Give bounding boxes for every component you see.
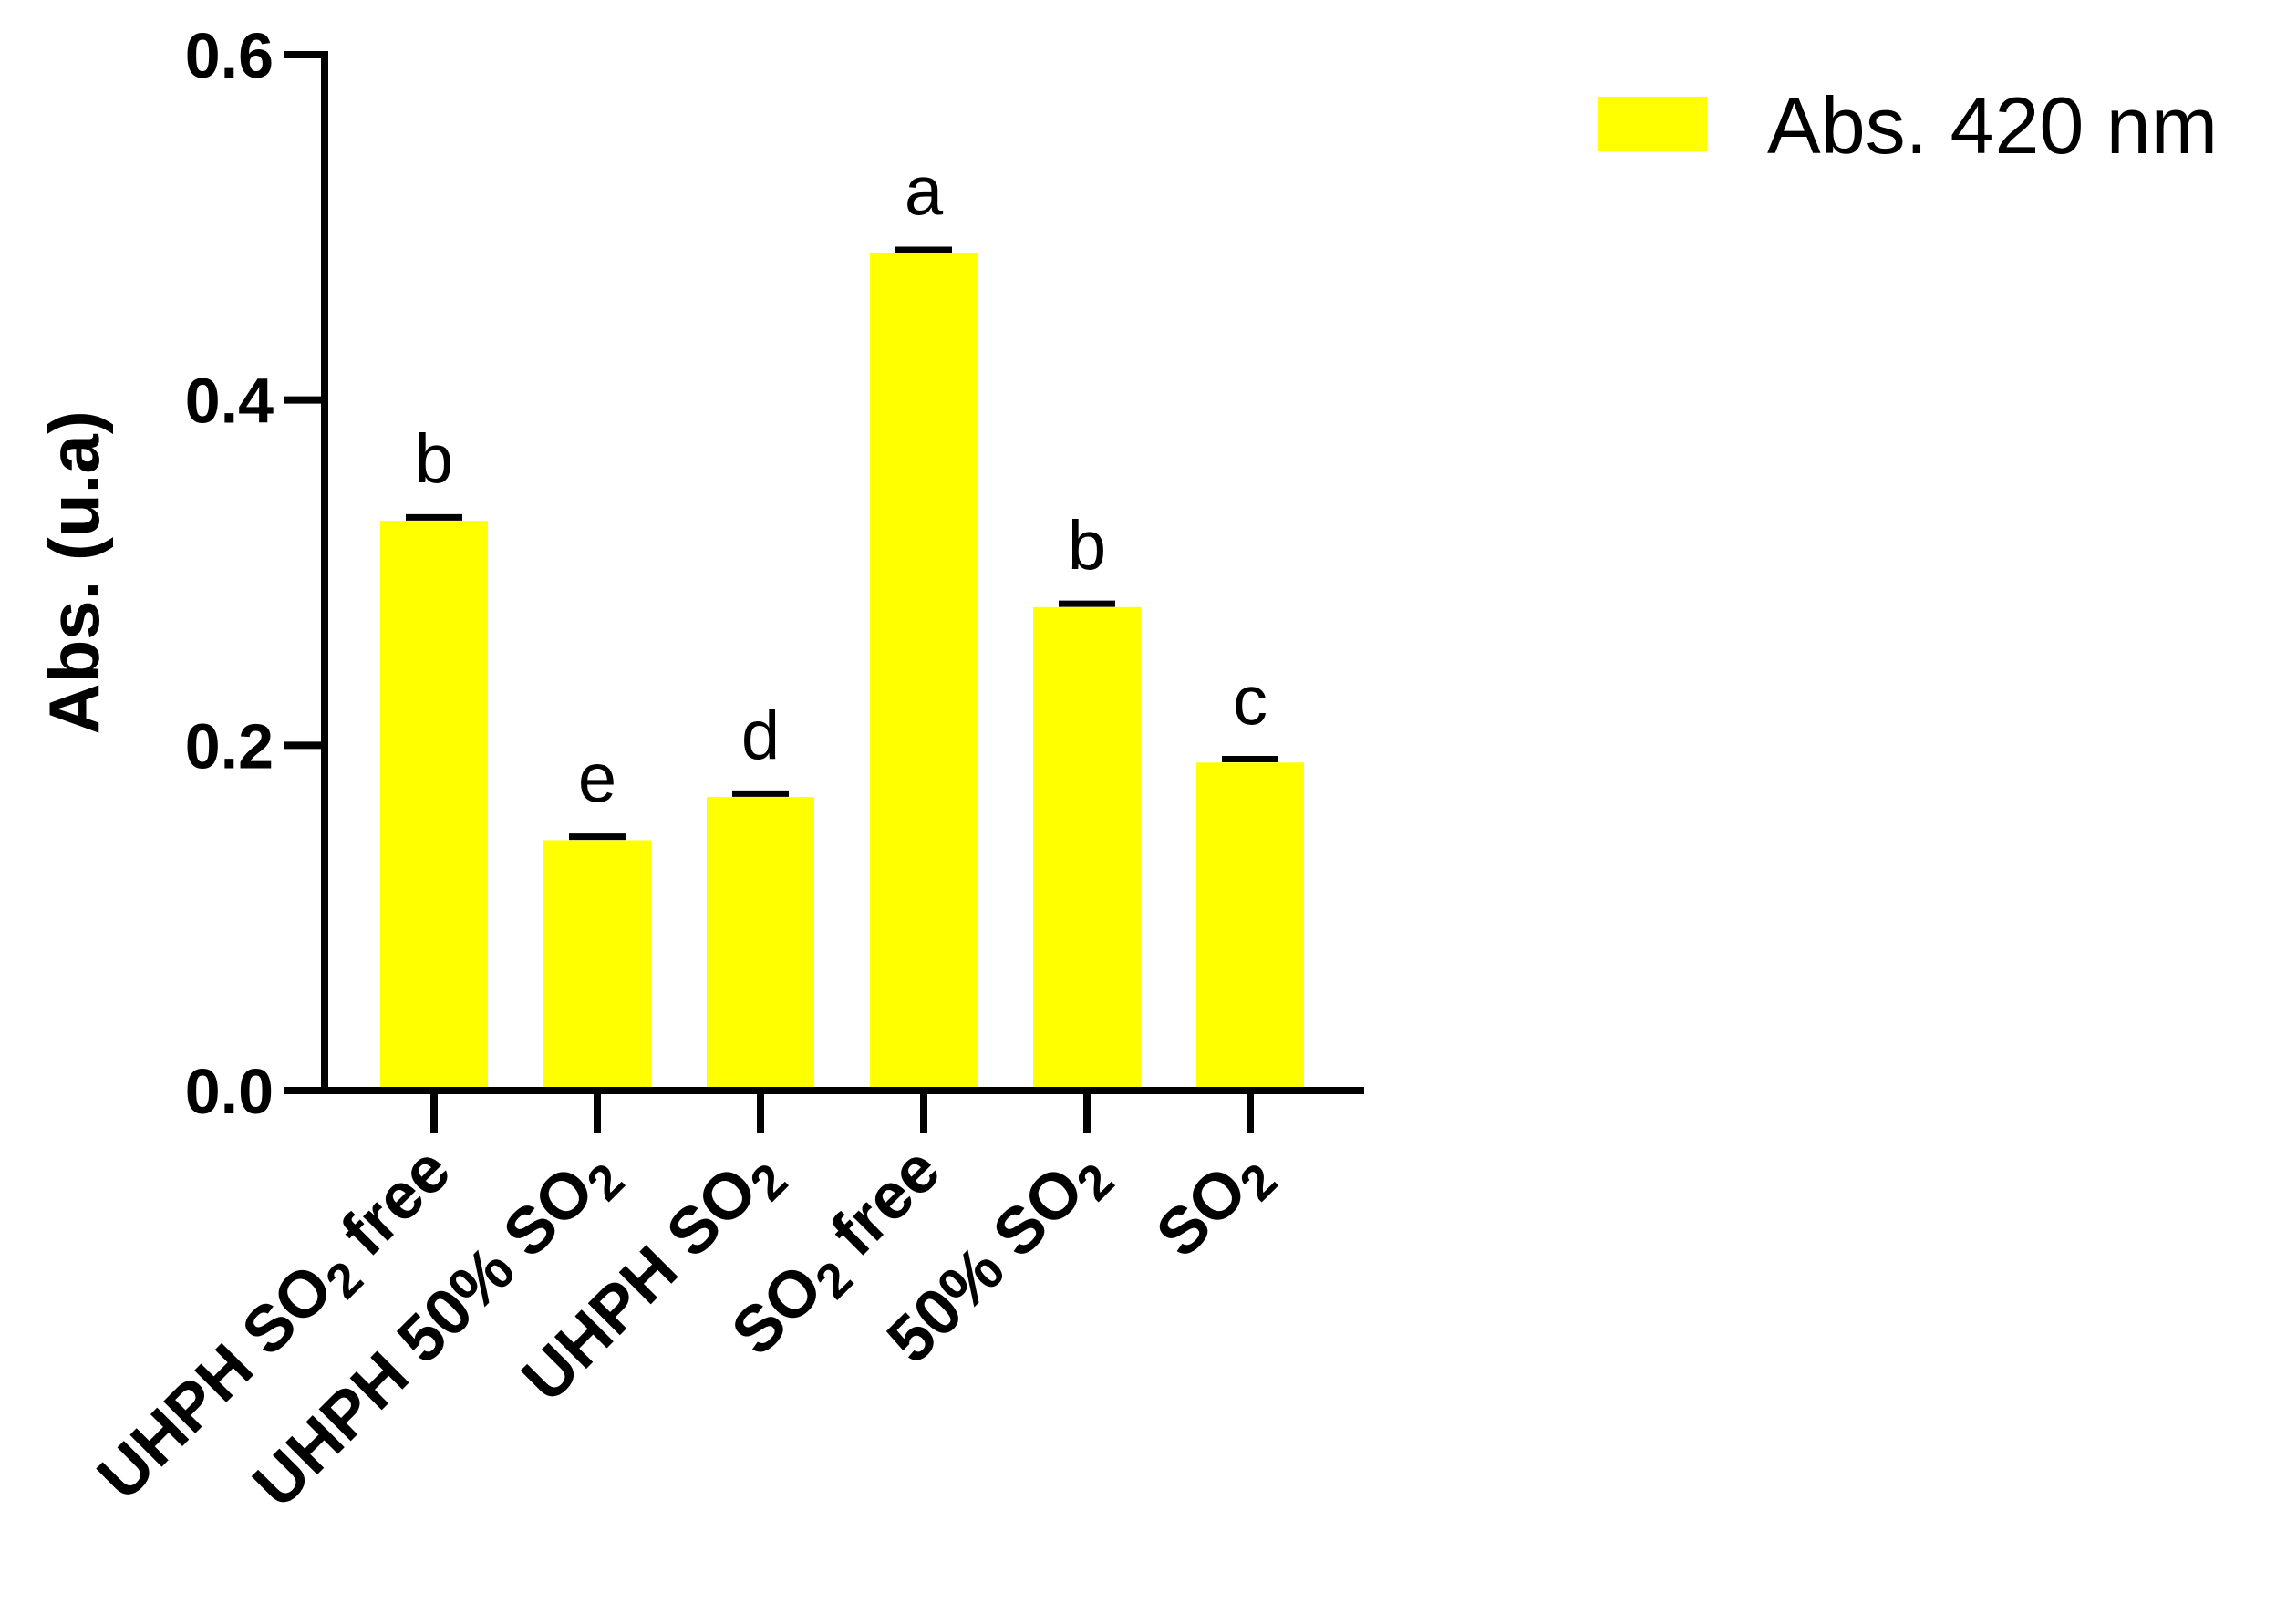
bar [707,797,814,1091]
significance-letter: c [1233,662,1267,740]
significance-letters-layer: b e d a b c [415,153,1267,818]
bar [543,840,651,1091]
y-tick-label: 0.4 [185,366,274,437]
significance-letter: b [1068,507,1106,584]
bar [1033,606,1141,1091]
bars-layer [380,253,1304,1091]
bar [870,253,978,1091]
legend: Abs. 420 nm [1598,80,2218,171]
axes-layer [321,51,1364,1094]
x-tick-label-text: SO2 [1143,1133,1288,1278]
significance-letter: e [578,740,616,817]
legend-swatch [1598,97,1707,151]
y-axis-title: Abs. (u.a) [34,410,114,734]
y-ticks-layer: 0.0 0.2 0.4 0.6 [185,20,325,1127]
y-tick-label: 0.0 [185,1056,274,1127]
x-tick-label: SO2 [1143,1133,1288,1278]
y-tick-label: 0.6 [185,20,274,91]
bar [380,521,488,1091]
significance-letter: d [741,697,780,774]
error-bars-layer [406,246,1278,841]
bar [1196,762,1304,1091]
significance-letter: a [905,153,944,231]
significance-letter: b [415,420,453,498]
legend-label: Abs. 420 nm [1767,80,2218,171]
y-tick-label: 0.2 [185,710,274,781]
